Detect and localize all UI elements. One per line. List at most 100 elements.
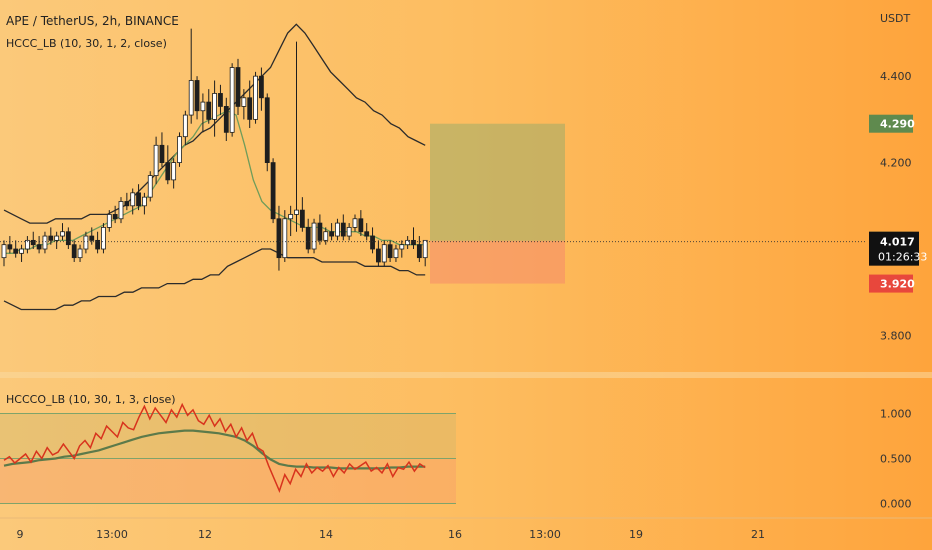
candle-body[interactable]	[188, 80, 194, 116]
chart-title: APE / TetherUS, 2h, BINANCE	[6, 14, 179, 28]
candle-body[interactable]	[212, 93, 218, 120]
candle-body[interactable]	[141, 196, 147, 207]
osc-axis-tick: 0.000	[880, 498, 912, 511]
currency-label: USDT	[880, 12, 911, 25]
candle-body[interactable]	[235, 67, 241, 107]
candle-body[interactable]	[36, 244, 42, 250]
candle-body[interactable]	[54, 235, 60, 241]
candle-body[interactable]	[375, 248, 381, 263]
candle-body[interactable]	[19, 248, 24, 254]
candle-body[interactable]	[112, 214, 118, 220]
candle-body[interactable]	[48, 235, 54, 241]
osc-lower-zone	[0, 458, 456, 504]
candle-body[interactable]	[218, 93, 223, 107]
osc-axis-tick: 1.000	[880, 408, 912, 421]
candle-body[interactable]	[247, 97, 253, 120]
candle-body[interactable]	[83, 235, 89, 250]
main-indicator-label[interactable]: HCCC_LB (10, 30, 1, 2, close)	[6, 37, 167, 50]
target-price-tag: 4.290	[880, 118, 915, 131]
candle-body[interactable]	[358, 218, 364, 233]
candle-body[interactable]	[229, 67, 235, 133]
price-axis-tick: 4.400	[880, 70, 912, 83]
candle-body[interactable]	[147, 175, 153, 198]
time-axis-tick: 12	[198, 528, 212, 541]
current-price-tag-bg	[869, 231, 919, 266]
candle-body[interactable]	[393, 248, 399, 259]
candle-body[interactable]	[276, 218, 282, 259]
current-price-tag: 4.017	[880, 236, 915, 249]
stop-price-tag-bg	[869, 274, 913, 293]
candle-body[interactable]	[364, 231, 370, 237]
candle-body[interactable]	[311, 222, 317, 250]
candle-body[interactable]	[381, 244, 387, 263]
candle-body[interactable]	[370, 235, 375, 250]
candle-body[interactable]	[405, 239, 411, 246]
candle-body[interactable]	[177, 136, 182, 163]
candle-body[interactable]	[7, 244, 13, 250]
candle-body[interactable]	[165, 162, 171, 181]
candle-body[interactable]	[288, 214, 294, 220]
candle-body[interactable]	[282, 218, 288, 259]
candle-body[interactable]	[340, 222, 346, 237]
candle-body[interactable]	[130, 192, 136, 207]
candle-body[interactable]	[153, 144, 159, 176]
candle-body[interactable]	[95, 239, 100, 250]
candle-body[interactable]	[13, 248, 19, 254]
candle-body[interactable]	[30, 239, 36, 246]
candle-body[interactable]	[200, 101, 206, 112]
candle-body[interactable]	[399, 244, 405, 250]
candle-body[interactable]	[171, 162, 177, 181]
candle-body[interactable]	[24, 239, 30, 250]
candle-body[interactable]	[223, 106, 229, 133]
candle-body[interactable]	[416, 244, 422, 259]
sub-indicator-label[interactable]: HCCCO_LB (10, 30, 1, 3, close)	[6, 393, 176, 406]
candle-body[interactable]	[118, 201, 124, 220]
candle-body[interactable]	[258, 75, 264, 99]
pane-divider[interactable]	[0, 372, 932, 378]
candle-body[interactable]	[323, 231, 329, 241]
candle-body[interactable]	[299, 209, 305, 228]
time-axis-tick: 13:00	[529, 528, 561, 541]
time-axis-tick: 9	[17, 528, 24, 541]
profit-zone[interactable]	[430, 123, 565, 241]
candle-body[interactable]	[77, 248, 83, 259]
candle-body[interactable]	[422, 239, 428, 259]
bar-countdown: 01:26:33	[878, 251, 927, 264]
candle-body[interactable]	[264, 97, 270, 163]
candle-body[interactable]	[253, 75, 258, 120]
candle-body[interactable]	[335, 222, 340, 237]
candle-body[interactable]	[60, 231, 65, 237]
candle-body[interactable]	[329, 231, 335, 237]
candle-body[interactable]	[411, 239, 416, 246]
candle-body[interactable]	[159, 144, 165, 163]
candle-body[interactable]	[42, 235, 48, 250]
candle-body[interactable]	[182, 114, 188, 138]
osc-axis-tick: 0.500	[880, 453, 912, 466]
candle-body[interactable]	[71, 244, 77, 259]
time-axis-tick: 16	[448, 528, 462, 541]
candle-body[interactable]	[387, 244, 393, 259]
candle-body[interactable]	[136, 192, 141, 207]
candle-body[interactable]	[89, 235, 95, 241]
time-axis-tick: 19	[629, 528, 643, 541]
time-axis-tick: 21	[751, 528, 765, 541]
candle-body[interactable]	[101, 227, 106, 250]
price-axis-tick: 4.200	[880, 157, 912, 170]
candle-body[interactable]	[352, 218, 358, 228]
candle-body[interactable]	[294, 209, 299, 215]
candle-body[interactable]	[124, 201, 130, 207]
candle-body[interactable]	[346, 227, 352, 237]
time-axis-tick: 13:00	[96, 528, 128, 541]
candle-body[interactable]	[106, 214, 112, 228]
candle-body[interactable]	[270, 162, 276, 220]
candle-body[interactable]	[1, 244, 7, 259]
candle-body[interactable]	[194, 80, 200, 112]
candle-body[interactable]	[241, 97, 247, 107]
candle-body[interactable]	[317, 222, 323, 241]
stop-zone[interactable]	[430, 240, 565, 284]
candle-body[interactable]	[206, 101, 212, 120]
candle-body[interactable]	[305, 227, 311, 250]
candle-body[interactable]	[65, 231, 71, 246]
